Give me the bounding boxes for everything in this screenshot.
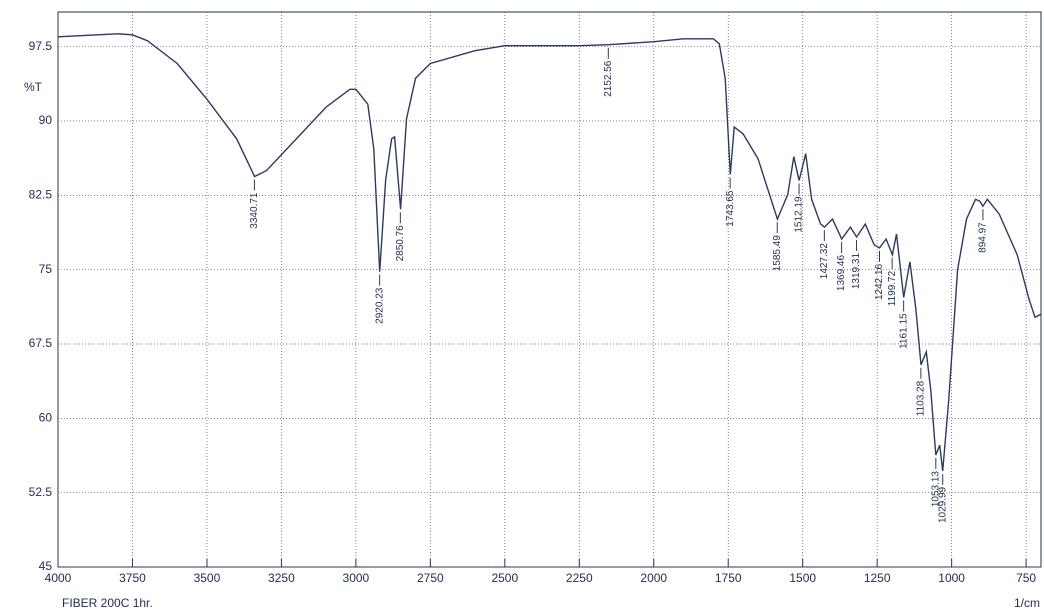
x-tick-label: 1250: [864, 571, 891, 585]
peak-label: 2920.23: [374, 287, 385, 324]
peak-label: 1319.31: [851, 253, 862, 290]
y-tick-label: 45: [39, 559, 53, 573]
x-tick-label: 2000: [640, 571, 667, 585]
peak-label: 1161.15: [898, 313, 909, 349]
peak-label: 3340.71: [249, 192, 260, 229]
spectrum-line: [57, 33, 1042, 471]
y-tick-label: 67.5: [29, 336, 53, 350]
peak-label: 1103.28: [916, 380, 927, 416]
peak-label: 1029.99: [937, 486, 948, 523]
x-tick-label: 3750: [119, 571, 146, 585]
y-tick-label: 75: [39, 262, 53, 276]
plot-frame: [57, 11, 1042, 568]
x-tick-label: 1500: [789, 571, 816, 585]
x-tick-label: 2750: [417, 571, 444, 585]
peak-label: 1053.13: [930, 471, 941, 508]
x-tick-label: 2500: [491, 571, 518, 585]
x-tick-label: 3250: [268, 571, 295, 585]
peak-label: 2850.76: [395, 225, 406, 262]
x-tick-label: 1750: [715, 571, 742, 585]
peak-label: 1585.49: [772, 235, 783, 272]
y-tick-label: 90: [39, 113, 53, 127]
y-tick-label: 60: [39, 411, 53, 425]
x-tick-label: 750: [1016, 571, 1036, 585]
y-tick-label: 52.5: [29, 485, 53, 499]
caption: FIBER 200C 1hr.: [62, 596, 153, 610]
peak-label: 1369.46: [836, 255, 847, 292]
y-axis-label: %T: [24, 80, 43, 94]
peak-label: 894.97: [978, 222, 989, 253]
y-tick-label: 82.5: [29, 188, 53, 202]
peak-label: 1512.19: [794, 196, 805, 233]
peak-label: 1199.72: [887, 270, 898, 306]
x-tick-label: 3000: [343, 571, 370, 585]
x-tick-label: 2250: [566, 571, 593, 585]
peak-label: 1427.32: [819, 243, 830, 280]
x-tick-label: 3500: [194, 571, 221, 585]
x-tick-label: 4000: [45, 571, 72, 585]
peak-label: 1743.65: [725, 190, 736, 227]
peak-label: 1242.16: [874, 263, 885, 300]
peak-label: 2152.56: [603, 60, 614, 97]
x-axis-label: 1/cm: [1014, 596, 1040, 610]
y-tick-label: 97.5: [29, 39, 53, 53]
x-tick-label: 1000: [938, 571, 965, 585]
